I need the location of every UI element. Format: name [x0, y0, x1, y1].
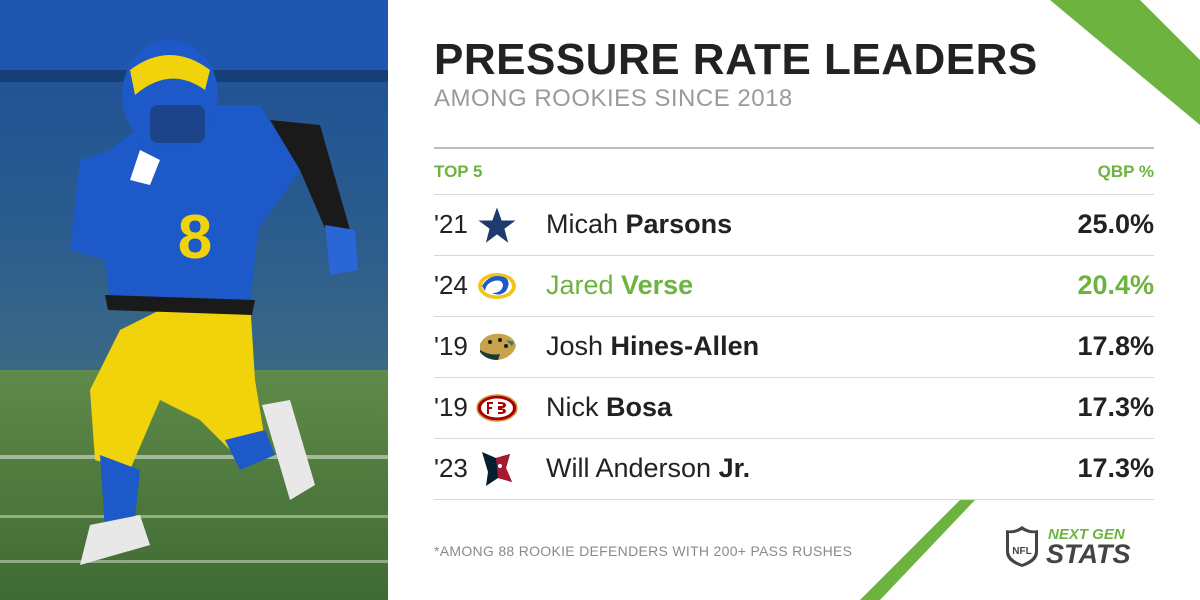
player-first-name: Will Anderson: [546, 453, 719, 483]
nfl-shield-text: NFL: [1012, 546, 1031, 557]
qbp-value: 20.4%: [1077, 270, 1154, 300]
brand-line-1: NEXT GEN: [1048, 526, 1125, 543]
qbp-value: 17.3%: [1077, 453, 1154, 483]
accent-stripe-top: [1050, 0, 1200, 125]
player-last-name: Jr.: [718, 453, 751, 483]
table-row: '21 Micah Parsons 25.0%: [434, 194, 1154, 255]
player-last-name: Verse: [621, 270, 694, 300]
qbp-value: 25.0%: [1077, 209, 1154, 239]
leaders-table: '21 Micah Parsons 25.0% '24 Jared Verse …: [434, 194, 1154, 500]
player-last-name: Hines-Allen: [610, 331, 760, 361]
footnote: *AMONG 88 ROOKIE DEFENDERS WITH 200+ PAS…: [434, 543, 853, 559]
player-name: Jared Verse: [546, 270, 693, 301]
column-label-rank: TOP 5: [434, 162, 483, 181]
player-name: Micah Parsons: [546, 209, 732, 240]
qbp-value: 17.3%: [1077, 392, 1154, 422]
row-year: '19: [434, 331, 468, 361]
qbp-value: 17.8%: [1077, 331, 1154, 361]
table-top-divider: [434, 147, 1154, 149]
player-last-name: Parsons: [625, 209, 733, 239]
table-row: '19 Josh Hines-Allen 17.8%: [434, 316, 1154, 377]
player-name: Will Anderson Jr.: [546, 453, 750, 484]
jersey-number: 8: [178, 203, 212, 272]
texans-icon: [482, 452, 512, 486]
row-year: '19: [434, 392, 468, 422]
player-name: Josh Hines-Allen: [546, 331, 759, 362]
table-row: '19 Nick Bosa 17.3%: [434, 377, 1154, 438]
brand-line-2: STATS: [1046, 539, 1131, 569]
row-year: '21: [434, 209, 468, 239]
player-first-name: Nick: [546, 392, 606, 422]
table-row: '24 Jared Verse 20.4%: [434, 255, 1154, 316]
player-name: Nick Bosa: [546, 392, 672, 423]
player-first-name: Josh: [546, 331, 611, 361]
table-row: '23 Will Anderson Jr. 17.3%: [434, 438, 1154, 500]
player-last-name: Bosa: [606, 392, 673, 422]
rams-horn-icon: [478, 273, 516, 299]
page-subtitle: AMONG ROOKIES SINCE 2018: [434, 85, 793, 112]
page-title: PRESSURE RATE LEADERS: [434, 35, 1038, 84]
row-year: '23: [434, 453, 468, 483]
jaguars-icon: [480, 333, 516, 360]
player-photo: 8: [0, 0, 388, 600]
49ers-icon: [476, 394, 518, 422]
column-label-qbp: QBP %: [1097, 162, 1154, 181]
nfl-shield-icon: NFL: [1006, 526, 1038, 567]
cowboys-star-icon: [476, 204, 518, 246]
row-year: '24: [434, 270, 468, 300]
player-first-name: Micah: [546, 209, 626, 239]
player-first-name: Jared: [546, 270, 622, 300]
next-gen-stats-logo: NFL NEXT GEN STATS: [1004, 524, 1154, 569]
accent-stripe-bottom: [860, 500, 975, 600]
